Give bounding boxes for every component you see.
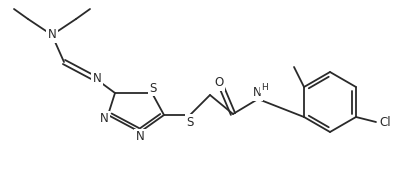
Text: N: N <box>136 130 144 143</box>
Text: N: N <box>99 112 109 125</box>
Text: N: N <box>253 87 261 99</box>
Text: S: S <box>149 81 157 94</box>
Text: N: N <box>48 29 56 42</box>
Text: Cl: Cl <box>379 115 391 129</box>
Text: S: S <box>186 115 194 129</box>
Text: N: N <box>92 73 102 85</box>
Text: H: H <box>261 84 268 92</box>
Text: O: O <box>215 77 224 90</box>
